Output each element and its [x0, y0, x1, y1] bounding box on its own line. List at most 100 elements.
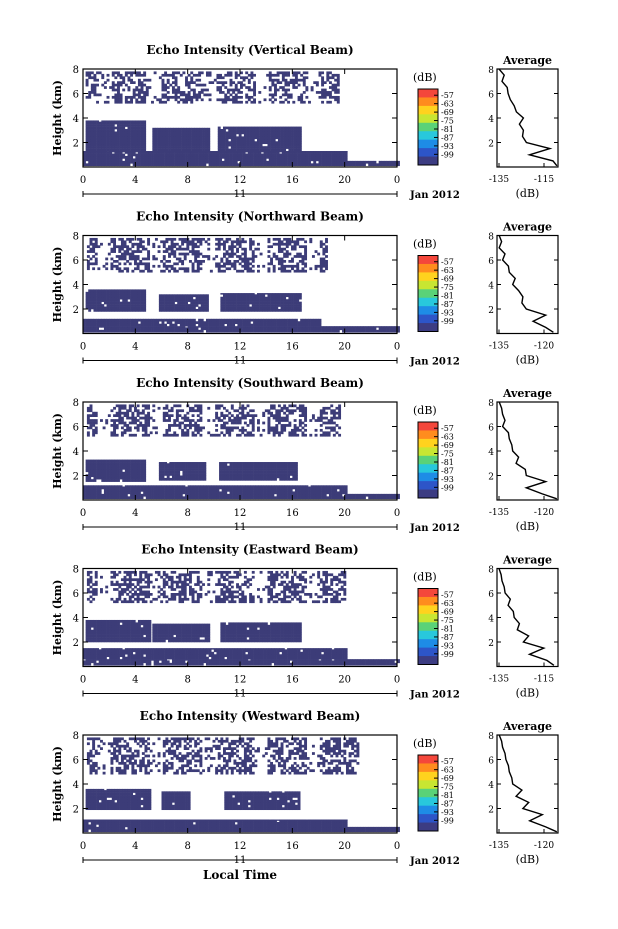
echo-cell: [242, 491, 246, 495]
echo-cell: [195, 327, 199, 331]
echo-cell: [161, 327, 165, 331]
echo-cell: [181, 240, 185, 244]
echo-cell: [292, 493, 296, 497]
echo-cell: [228, 306, 232, 310]
echo-cell: [352, 326, 356, 328]
echo-cell: [106, 321, 110, 324]
echo-cell: [105, 257, 109, 261]
echo-cell: [89, 247, 93, 251]
echo-cell: [106, 129, 110, 132]
echo-cell: [238, 255, 242, 258]
echo-cell: [122, 121, 126, 125]
echo-cell: [127, 86, 131, 89]
echo-cell: [281, 326, 285, 328]
echo-cell: [88, 143, 92, 147]
echo-cell: [257, 264, 260, 268]
echo-cell: [293, 293, 297, 295]
echo-cell: [247, 88, 251, 92]
echo-cell: [276, 81, 280, 84]
echo-cell: [236, 148, 239, 152]
echo-cell: [274, 491, 277, 495]
echo-cell: [249, 136, 253, 140]
echo-cell: [135, 98, 139, 102]
echo-cell: [137, 466, 141, 470]
echo-cell: [284, 155, 288, 159]
echo-cell: [205, 151, 209, 153]
echo-cell: [262, 296, 266, 300]
echo-cell: [263, 485, 267, 487]
echo-cell: [275, 131, 279, 135]
echo-cell: [376, 326, 379, 328]
echo-cell: [98, 491, 102, 495]
echo-cell: [271, 488, 275, 492]
echo-cell: [134, 262, 137, 266]
echo-cell: [158, 306, 162, 310]
echo-cell: [230, 131, 234, 135]
echo-cell: [88, 301, 92, 305]
echo-cell: [219, 493, 222, 497]
echo-cell: [257, 126, 260, 130]
echo-cell: [117, 471, 120, 475]
echo-cell: [119, 294, 123, 298]
echo-cell: [208, 318, 212, 322]
echo-cell: [161, 496, 165, 500]
echo-cell: [268, 160, 272, 164]
echo-cell: [213, 318, 217, 322]
echo-cell: [171, 473, 175, 476]
echo-cell: [245, 160, 249, 164]
echo-cell: [181, 146, 185, 149]
echo-cell: [119, 146, 123, 149]
echo-cell: [344, 329, 348, 333]
echo-cell: [321, 486, 325, 490]
echo-cell: [217, 269, 221, 273]
echo-cell: [236, 237, 239, 241]
echo-cell: [302, 329, 306, 333]
echo-cell: [245, 93, 249, 97]
colorbar-tick-label: -75: [441, 117, 454, 126]
echo-cell: [101, 146, 105, 149]
echo-cell: [318, 327, 322, 331]
echo-cell: [158, 151, 162, 153]
echo-cell: [135, 469, 139, 473]
echo-cell: [158, 493, 162, 497]
echo-cell: [127, 496, 131, 500]
echo-cell: [228, 252, 232, 256]
echo-cell: [85, 301, 89, 305]
echo-cell: [93, 141, 97, 145]
echo-cell: [111, 129, 115, 132]
echo-cell: [284, 81, 288, 84]
echo-cell: [236, 146, 239, 149]
echo-cell: [171, 91, 175, 94]
echo-cell: [283, 146, 287, 149]
echo-cell: [143, 459, 147, 463]
echo-cell: [117, 289, 120, 293]
echo-cell: [93, 160, 97, 164]
echo-cell: [135, 466, 139, 470]
echo-cell: [88, 488, 92, 492]
echo-cell: [182, 323, 186, 327]
echo-cell: [339, 491, 343, 495]
echo-cell: [313, 329, 317, 333]
echo-cell: [224, 155, 228, 159]
echo-cell: [258, 158, 262, 162]
echo-cell: [168, 141, 171, 145]
echo-cell: [297, 160, 301, 164]
echo-cell: [111, 321, 115, 324]
echo-cell: [328, 95, 332, 99]
echo-cell: [119, 471, 123, 475]
echo-cell: [266, 491, 270, 495]
echo-cell: [310, 158, 314, 162]
echo-cell: [262, 138, 266, 142]
echo-cell: [255, 151, 259, 153]
echo-cell: [323, 91, 327, 94]
echo-cell: [190, 493, 194, 497]
echo-cell: [127, 474, 131, 478]
echo-cell: [96, 326, 99, 328]
echo-cell: [191, 129, 195, 132]
echo-cell: [262, 264, 266, 268]
echo-cell: [90, 131, 94, 135]
echo-cell: [130, 138, 134, 142]
echo-cell: [140, 158, 144, 162]
echo-cell: [98, 301, 102, 305]
echo-cell: [151, 318, 154, 322]
